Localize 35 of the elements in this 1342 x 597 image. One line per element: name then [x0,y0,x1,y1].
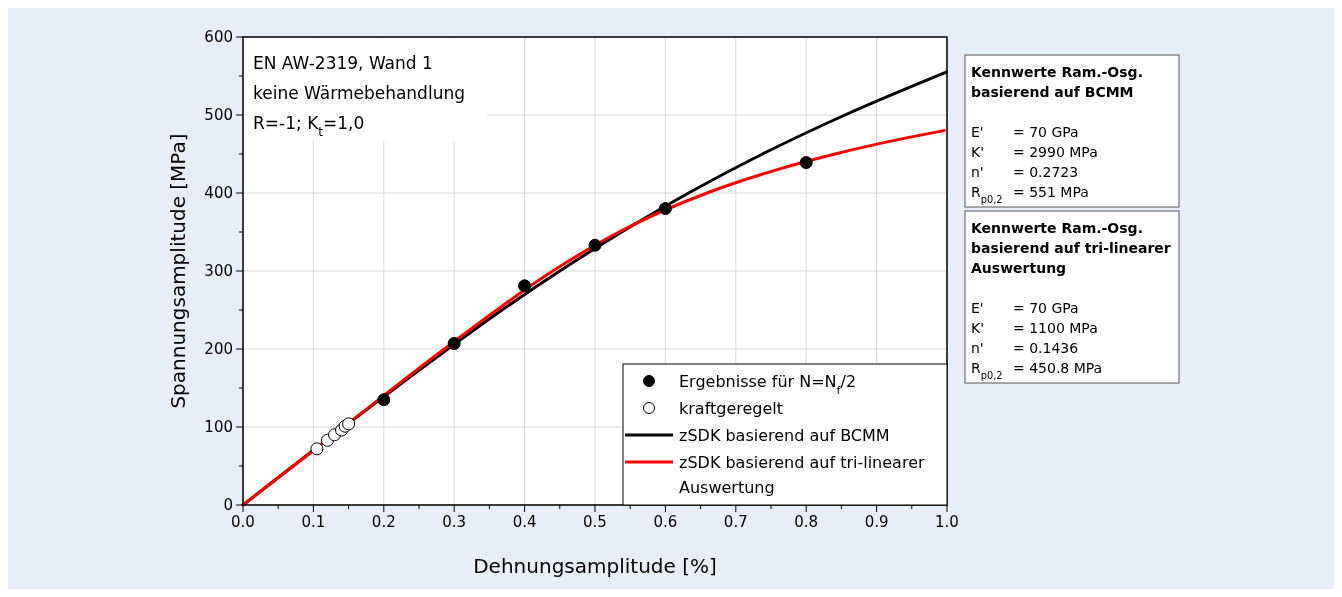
point [588,238,602,252]
annotation: EN AW-2319, Wand 1 keine Wärmebehandlung R=-1; K$_{t}$=1,0 [253,53,465,139]
y-tick-label: 600 [204,28,233,46]
legend-label: zSDK basierend auf tri-linearer Auswertung [679,453,925,497]
y-tick-label: 500 [204,106,233,124]
x-tick-label: 1.0 [935,513,959,531]
x-tick-label: 0.6 [653,513,678,531]
point [377,393,391,407]
legend-label: zSDK basierend auf BCMM [679,426,890,445]
x-tick-label: 0.0 [231,513,255,531]
point [799,156,813,170]
x-tick-label: 0.1 [301,513,326,531]
y-axis-title: Spannungsamplitude [MPa] [166,133,190,409]
x-tick-label: 0.5 [583,513,607,531]
text: Kennwerte Ram.-Osg. basierend auf tri-linearer Auswertung E' = 70 GPa K' = 1100 MPa n' = 0.1436 R$_{p0,2}$ = 450.8 MPa [971,220,1171,381]
text: Kennwerte Ram.-Osg. basierend auf BCMM E' = 70 GPa K' = 2990 MPa n' = 0.2723 R$_{p0,2}$ = 551 MPa [971,64,1143,205]
point [310,442,324,456]
x-tick-label: 0.9 [864,513,889,531]
legend-label: Ergebnisse für N=N$_{f}$/2 [679,372,857,397]
x-tick-label: 0.8 [794,513,819,531]
y-tick-label: 100 [204,418,233,436]
point [447,337,461,351]
x-tick-label: 0.7 [723,513,748,531]
y-tick-label: 200 [204,340,233,358]
point [518,279,532,293]
x-tick-label: 0.3 [442,513,467,531]
y-tick-label: 300 [204,262,233,280]
legend-label: kraftgeregelt [679,399,784,418]
x-tick-label: 0.4 [512,513,537,531]
y-tick-label: 400 [204,184,233,202]
x-tick-label: 0.2 [371,513,396,531]
point [658,202,672,216]
x-axis-title: Dehnungsamplitude [%] [473,554,717,578]
point [342,417,356,431]
y-tick-label: 0 [223,496,233,514]
